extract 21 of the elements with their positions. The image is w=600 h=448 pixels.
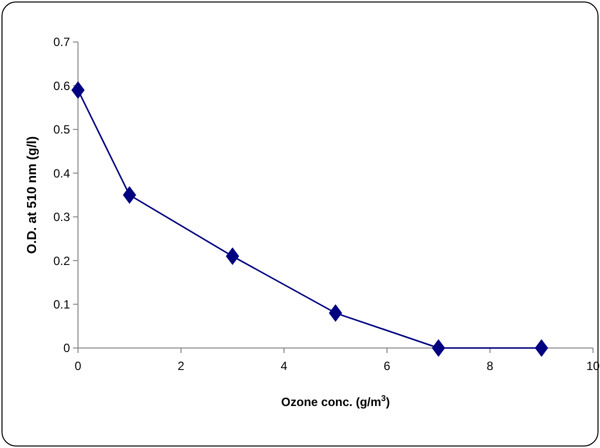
point [432, 340, 445, 356]
x-tick-label: 8 [486, 359, 494, 373]
point [535, 340, 548, 356]
y-tick-label: 0.3 [53, 210, 70, 224]
x-tick-label: 4 [280, 359, 288, 373]
y-tick-label: 0.1 [53, 297, 70, 312]
point [329, 304, 342, 322]
y-tick-label: 0.7 [53, 35, 70, 50]
x-tick-label: 2 [178, 359, 185, 373]
x-tick-label: 6 [384, 359, 391, 373]
y-tick-label: 0.2 [53, 254, 70, 268]
y-tick-label: 0 [63, 341, 70, 356]
x-tick-label: 0 [74, 359, 82, 373]
point [123, 186, 136, 204]
point [226, 248, 239, 265]
x-axis-title: Ozone conc. (g/m$^{3}$) [281, 393, 390, 409]
y-axis-title: O.D. at 510 nm (g/l) [24, 136, 39, 254]
y-tick-label: 0.6 [53, 78, 70, 93]
y-tick-label: 0.5 [53, 122, 70, 137]
point [72, 82, 84, 99]
y-tick-label: 0.4 [53, 166, 70, 180]
